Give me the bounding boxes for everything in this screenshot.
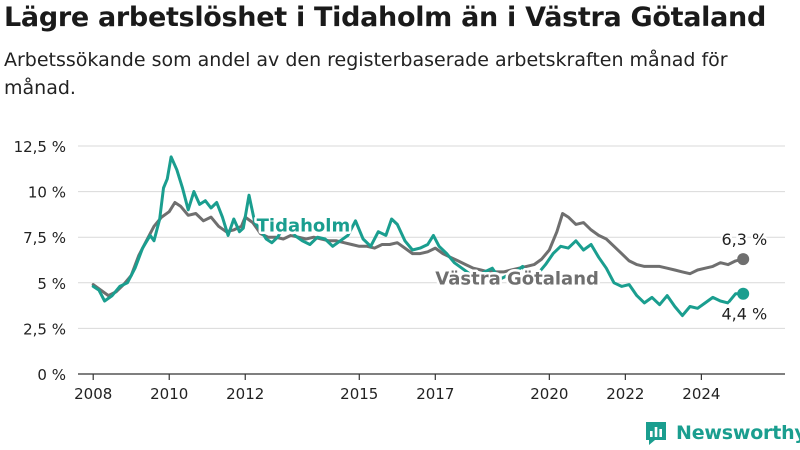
y-tick-label: 12,5 % — [14, 138, 66, 156]
series-line-tidaholm — [91, 155, 745, 318]
y-axis-ticks: 0 % 2,5 % 5 % 7,5 % 10 % 12,5 % — [14, 138, 66, 384]
x-tick-label: 2012 — [226, 385, 264, 403]
series-end-marker — [737, 287, 750, 300]
y-tick-label: 0 % — [37, 366, 66, 384]
series-name-label: Tidaholm — [257, 216, 351, 237]
x-tick-label: 2010 — [150, 385, 188, 403]
x-tick-label: 2022 — [606, 385, 644, 403]
series-name-label: Västra Götaland — [435, 269, 599, 290]
series-line-v-stra-g-taland — [91, 201, 745, 298]
newsworthy-logo: Newsworthy — [644, 418, 800, 448]
x-tick-label: 2008 — [74, 385, 112, 403]
y-tick-label: 10 % — [28, 184, 66, 202]
x-axis: 2008 2010 2012 2015 2017 2020 2022 2024 — [74, 373, 785, 403]
x-tick-label: 2020 — [530, 385, 568, 403]
y-tick-label: 5 % — [37, 275, 66, 293]
newsworthy-logo-text: Newsworthy — [676, 422, 800, 444]
page-title: Lägre arbetslöshet i Tidaholm än i Västr… — [4, 2, 766, 33]
x-tick-label: 2017 — [416, 385, 454, 403]
y-tick-label: 7,5 % — [23, 229, 66, 247]
series-lines — [91, 155, 750, 318]
series-labels: Västra Götaland 6,3 % Tidaholm 4,4 % — [254, 213, 769, 326]
newsworthy-logo-icon — [646, 422, 666, 445]
x-tick-label: 2015 — [340, 385, 378, 403]
x-tick-label: 2024 — [682, 385, 720, 403]
series-end-marker — [737, 253, 750, 266]
series-end-value-label: 4,4 % — [721, 305, 767, 324]
series-end-value-label: 6,3 % — [721, 230, 767, 249]
page-subtitle: Arbetssökande som andel av den registerb… — [4, 49, 728, 99]
y-tick-label: 2,5 % — [23, 320, 66, 338]
